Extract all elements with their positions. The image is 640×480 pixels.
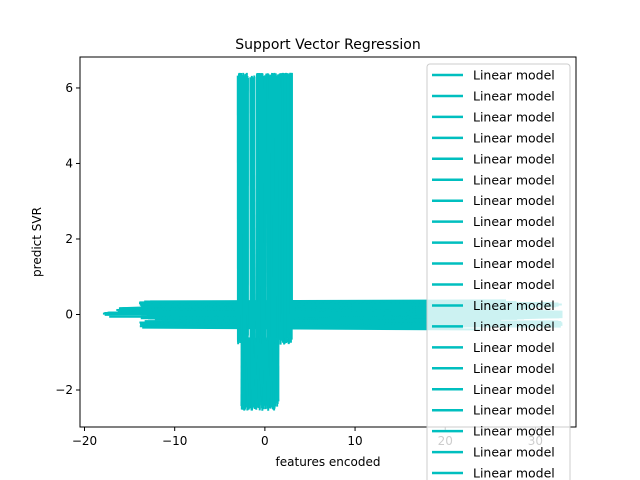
series-line	[246, 341, 250, 403]
chart-title: Support Vector Regression	[235, 37, 420, 53]
x-tick-label: 0	[261, 434, 269, 448]
legend-entry: Linear model	[473, 466, 555, 480]
legend-entry: Linear model	[473, 382, 555, 397]
legend-entry: Linear model	[473, 445, 555, 460]
legend-entry: Linear model	[473, 88, 555, 103]
series-line	[255, 75, 259, 340]
series-line	[144, 325, 463, 330]
series-line	[261, 337, 265, 403]
y-tick-label: 2	[65, 232, 73, 246]
legend-entry: Linear model	[473, 298, 555, 313]
legend-entry: Linear model	[473, 214, 555, 229]
series-line	[258, 341, 262, 405]
legend-entry: Linear model	[473, 340, 555, 355]
series-line	[283, 77, 286, 339]
series-line	[276, 338, 280, 405]
y-tick-label: 4	[65, 156, 73, 170]
legend-entry: Linear model	[473, 424, 555, 439]
legend-entry: Linear model	[473, 277, 555, 292]
legend-entry: Linear model	[473, 151, 555, 166]
legend-entry: Linear model	[473, 193, 555, 208]
y-axis: −2 0 2 4 6	[55, 81, 80, 397]
series-line	[263, 78, 266, 345]
series-line	[121, 310, 148, 314]
legend-entry: Linear model	[473, 361, 555, 376]
legend-entry: Linear model	[473, 256, 555, 271]
legend: Linear model Linear model Linear model Line…	[426, 63, 571, 480]
series-line	[253, 75, 256, 340]
legend-entry: Linear model	[473, 109, 555, 124]
x-tick-label: −20	[72, 434, 97, 448]
axes-frame	[79, 56, 577, 428]
legend-entry: Linear model	[473, 403, 555, 418]
x-tick-label: −10	[162, 434, 187, 448]
x-tick-label: 10	[347, 434, 362, 448]
y-tick-label: 0	[65, 307, 73, 321]
y-tick-label: −2	[55, 383, 73, 397]
y-tick-label: 6	[65, 81, 73, 95]
legend-frame	[426, 63, 571, 480]
series-line	[142, 326, 482, 331]
legend-entry: Linear model	[473, 319, 555, 334]
legend-entry: Linear model	[473, 68, 555, 83]
legend-entry: Linear model	[473, 130, 555, 145]
legend-entry: Linear model	[473, 172, 555, 187]
series-line	[254, 342, 257, 404]
y-axis-label: predict SVR	[30, 207, 44, 277]
legend-entry: Linear model	[473, 235, 555, 250]
x-axis-label: features encoded	[276, 455, 381, 469]
series-line	[272, 75, 275, 345]
series-line	[264, 73, 268, 339]
